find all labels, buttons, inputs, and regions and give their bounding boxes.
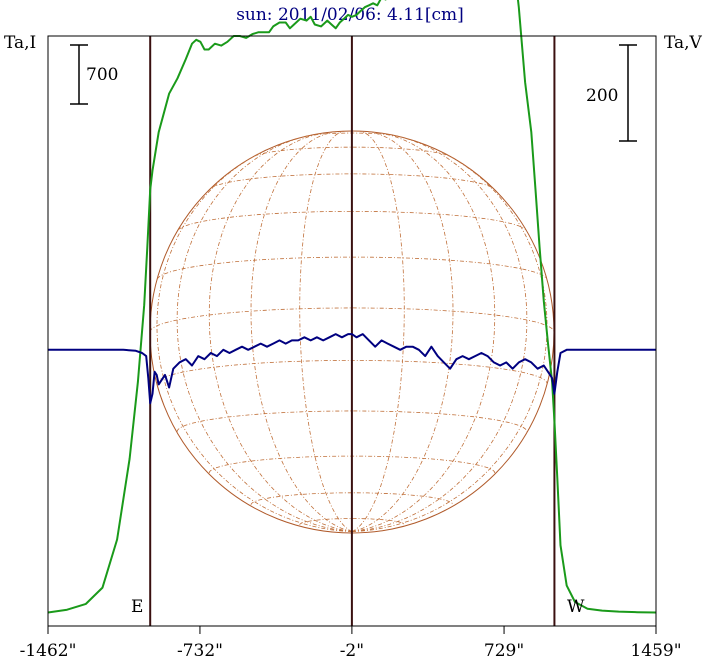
grid-meridian: [351, 135, 528, 532]
x-tick-label: 1459": [630, 641, 681, 661]
y-axis-label-right: Ta,V: [664, 33, 703, 53]
scale-bar-right-label: 200: [586, 86, 618, 106]
grid-meridian: [351, 151, 548, 532]
west-limb-label: W: [567, 597, 585, 617]
grid-meridian: [156, 151, 353, 532]
grid-parallel: [149, 307, 555, 333]
grid-parallel: [156, 256, 548, 280]
x-axis: -1462" -732" -2" 729" 1459": [20, 626, 682, 661]
x-tick-label: -2": [340, 641, 364, 661]
grid-parallel: [177, 211, 527, 231]
grid-meridian: [299, 130, 353, 532]
scale-bar-right: 200: [586, 44, 637, 142]
x-tick-label: -732": [177, 641, 223, 661]
grid-parallel: [210, 173, 494, 189]
scale-bar-left: 700: [70, 44, 118, 105]
grid-parallel: [176, 410, 528, 432]
grid-parallel: [250, 492, 454, 505]
polarization-line: [48, 333, 656, 405]
scale-bar-left-label: 700: [86, 65, 118, 85]
y-axis-label-left: Ta,I: [4, 33, 36, 53]
east-limb-label: E: [131, 597, 143, 617]
plot-series: [47, 0, 657, 614]
grid-meridian: [208, 132, 353, 532]
x-tick-label: 729": [484, 641, 524, 661]
grid-parallel: [254, 146, 450, 157]
x-tick-label: -1462": [20, 641, 77, 661]
grid-meridian: [351, 130, 405, 532]
intensity-line: [47, 0, 657, 614]
grid-meridian: [351, 131, 454, 532]
grid-meridian: [250, 131, 353, 532]
grid-meridian: [351, 132, 496, 532]
grid-meridian: [176, 135, 353, 532]
limb-and-center-lines: [149, 36, 556, 626]
